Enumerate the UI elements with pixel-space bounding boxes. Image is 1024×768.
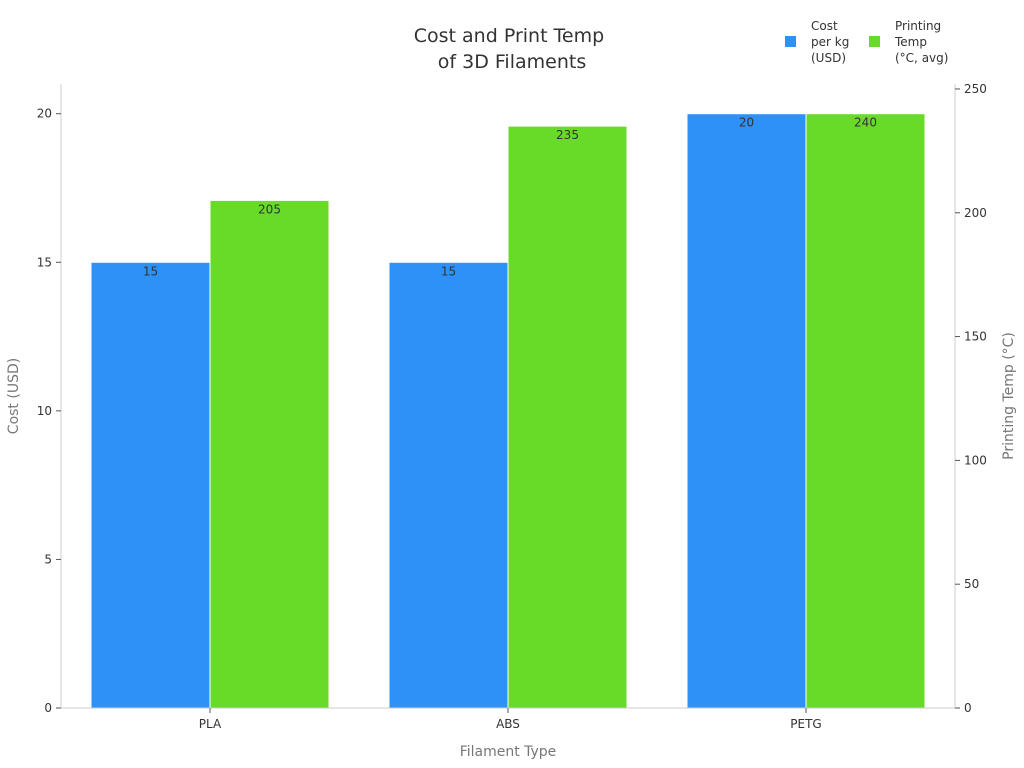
bar-temp-abs[interactable] bbox=[507, 125, 628, 709]
legend-label-cost-line-3: (USD) bbox=[811, 51, 846, 65]
chart-title: Cost and Print Temp of 3D Filaments bbox=[414, 25, 611, 73]
bar-temp-petg[interactable] bbox=[805, 113, 926, 709]
bar-label-cost-pla: 15 bbox=[143, 264, 158, 278]
x-axis-ticks: PLA ABS PETG bbox=[199, 708, 822, 731]
x-tick-label-abs: ABS bbox=[496, 717, 520, 731]
x-axis-label: Filament Type bbox=[460, 744, 557, 760]
right-tick-label-50: 50 bbox=[964, 577, 979, 591]
left-tick-label-0: 0 bbox=[44, 701, 52, 715]
right-tick-label-0: 0 bbox=[964, 701, 972, 715]
bar-label-temp-petg: 240 bbox=[854, 116, 877, 130]
bar-cost-abs[interactable] bbox=[388, 261, 509, 709]
legend: Cost per kg (USD) Printing Temp (°C, avg… bbox=[785, 19, 948, 65]
legend-label-temp-line-1: Printing bbox=[895, 19, 941, 33]
bar-label-temp-pla: 205 bbox=[258, 202, 281, 216]
left-axis-ticks: 0 5 10 15 20 bbox=[37, 107, 61, 715]
left-tick-label-15: 15 bbox=[37, 255, 52, 269]
legend-label-temp: Printing Temp (°C, avg) bbox=[894, 19, 948, 65]
x-tick-label-pla: PLA bbox=[199, 717, 222, 731]
x-tick-label-petg: PETG bbox=[790, 717, 821, 731]
legend-swatch-cost bbox=[785, 36, 796, 47]
right-tick-label-100: 100 bbox=[964, 453, 987, 467]
legend-label-cost-line-1: Cost bbox=[811, 19, 838, 33]
chart-title-line-2: of 3D Filaments bbox=[438, 51, 586, 73]
legend-label-temp-line-3: (°C, avg) bbox=[895, 51, 948, 65]
right-axis-label: Printing Temp (°C) bbox=[1001, 332, 1017, 460]
legend-item-cost[interactable]: Cost per kg (USD) bbox=[785, 19, 853, 65]
left-tick-label-5: 5 bbox=[44, 552, 52, 566]
right-tick-label-200: 200 bbox=[964, 206, 987, 220]
bar-cost-petg[interactable] bbox=[686, 113, 807, 709]
bar-temp-pla[interactable] bbox=[209, 199, 330, 709]
right-tick-label-150: 150 bbox=[964, 330, 987, 344]
right-axis-ticks: 0 50 100 150 200 250 bbox=[955, 82, 987, 715]
bar-label-cost-abs: 15 bbox=[441, 264, 456, 278]
bar-labels: 15 205 15 235 20 240 bbox=[143, 116, 877, 279]
right-tick-label-250: 250 bbox=[964, 82, 987, 96]
legend-label-cost: Cost per kg (USD) bbox=[811, 19, 853, 65]
legend-label-cost-line-2: per kg bbox=[811, 35, 849, 49]
bar-label-cost-petg: 20 bbox=[739, 116, 754, 130]
left-tick-label-10: 10 bbox=[37, 404, 52, 418]
legend-swatch-temp bbox=[869, 36, 880, 47]
bar-cost-pla[interactable] bbox=[90, 261, 211, 709]
legend-label-temp-line-2: Temp bbox=[894, 35, 927, 49]
chart-title-line-1: Cost and Print Temp bbox=[414, 25, 604, 47]
left-tick-label-20: 20 bbox=[37, 107, 52, 121]
left-axis-label: Cost (USD) bbox=[6, 358, 22, 434]
bars bbox=[90, 113, 926, 709]
bar-label-temp-abs: 235 bbox=[556, 128, 579, 142]
legend-item-temp[interactable]: Printing Temp (°C, avg) bbox=[869, 19, 948, 65]
